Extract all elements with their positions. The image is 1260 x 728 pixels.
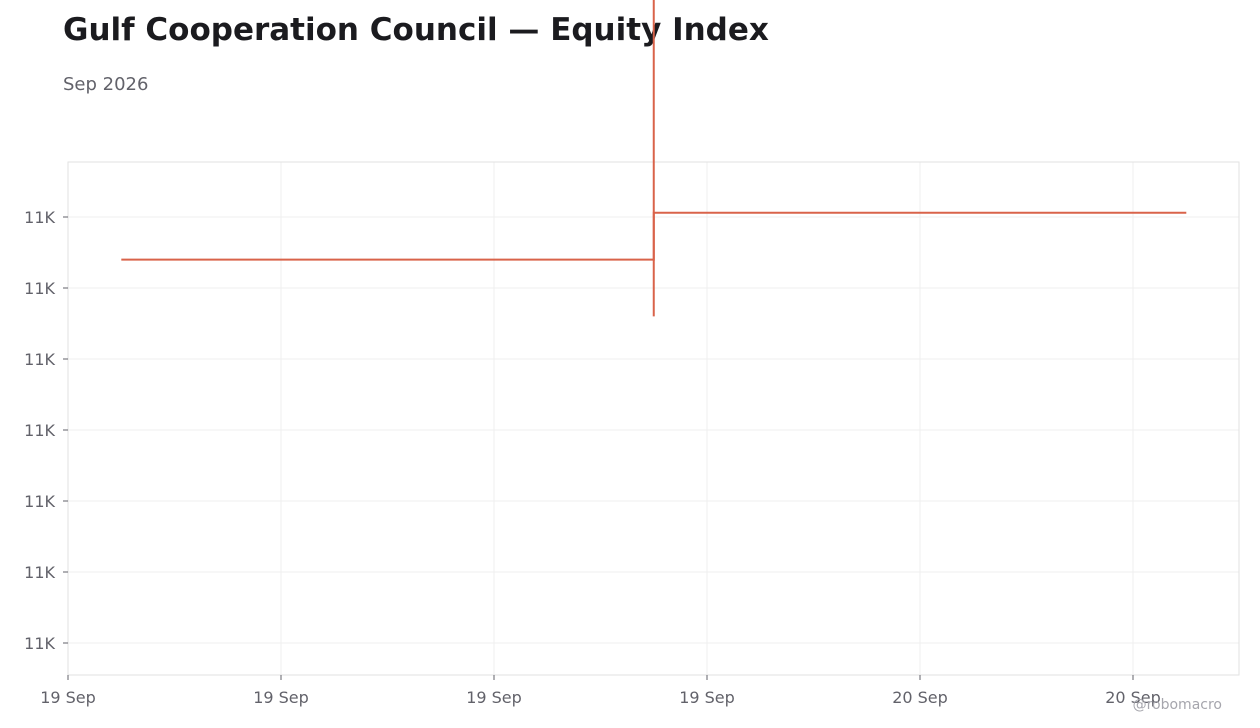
x-tick-label: 20 Sep: [1105, 688, 1161, 707]
y-tick-label: 11K: [24, 208, 55, 227]
chart-title: Gulf Cooperation Council — Equity Index: [63, 12, 769, 48]
y-tick-label: 11K: [24, 421, 55, 440]
x-tick-label: 19 Sep: [253, 688, 309, 707]
x-tick-label: 19 Sep: [466, 688, 522, 707]
y-tick-label: 11K: [24, 634, 55, 653]
y-tick-label: 11K: [24, 279, 55, 298]
x-axis: 19 Sep 19 Sep 19 Sep 19 Sep 20 Sep 20 Sep: [40, 675, 1161, 707]
y-axis: 11K 11K 11K 11K 11K 11K 11K: [24, 208, 68, 653]
x-tick-label: 19 Sep: [679, 688, 735, 707]
y-tick-label: 11K: [24, 492, 55, 511]
x-tick-label: 19 Sep: [40, 688, 96, 707]
chart-subtitle: Sep 2026: [63, 74, 149, 95]
x-tick-label: 20 Sep: [892, 688, 948, 707]
watermark: @robomacro: [1132, 697, 1222, 713]
y-tick-label: 11K: [24, 350, 55, 369]
series-layer: [121, 0, 1187, 317]
y-tick-label: 11K: [24, 563, 55, 582]
